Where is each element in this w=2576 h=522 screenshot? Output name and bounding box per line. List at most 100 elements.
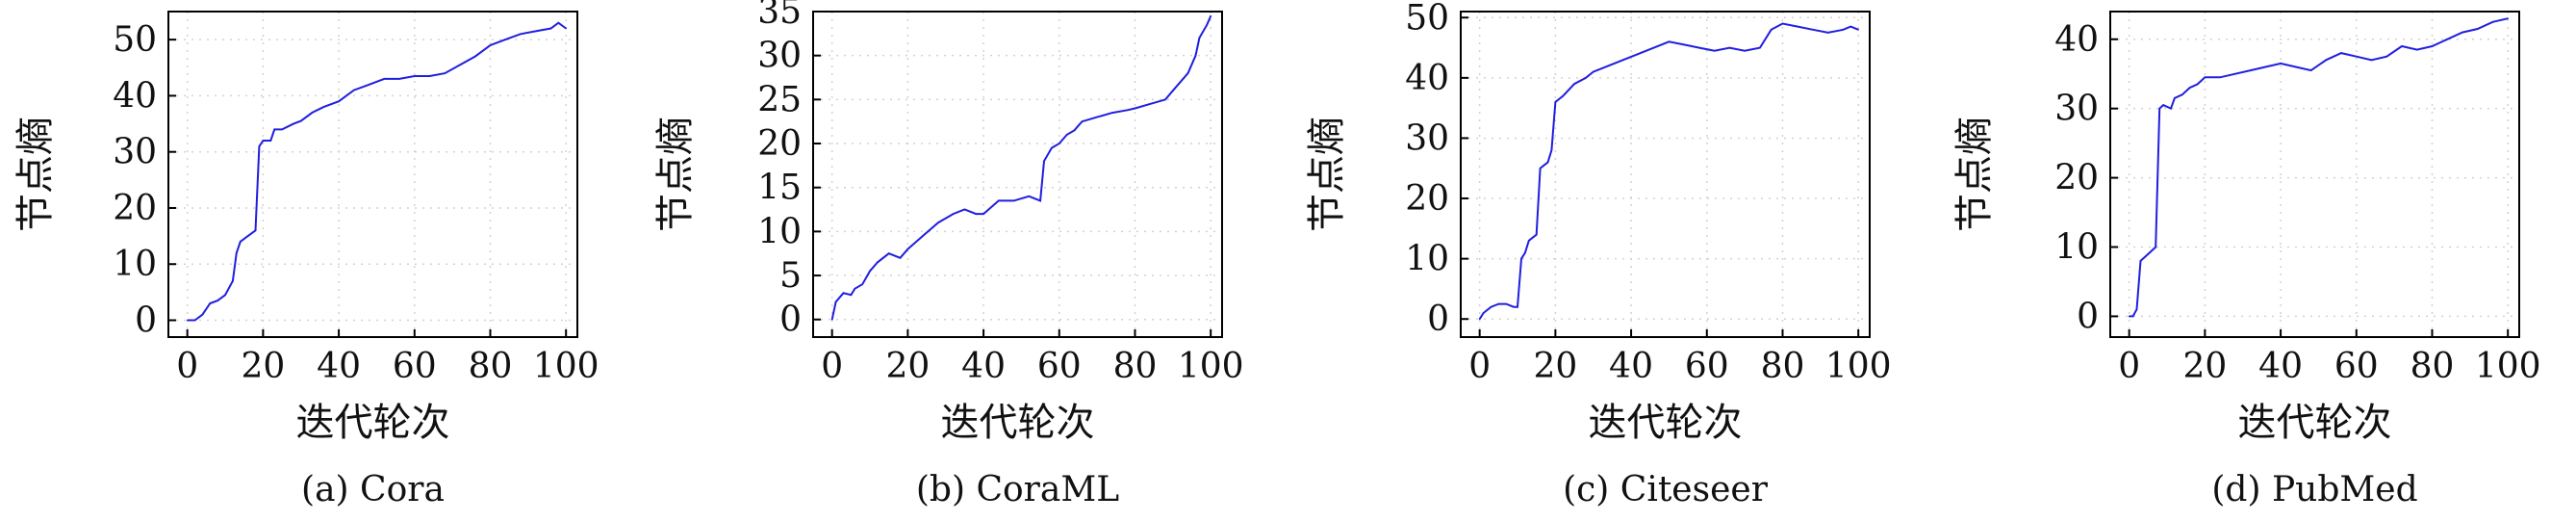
data-point: [830, 318, 833, 321]
x-tick-label: 40: [2258, 347, 2303, 386]
x-tick-label: 40: [961, 347, 1006, 386]
x-tick-label: 20: [2182, 347, 2227, 386]
y-tick-label: 10: [757, 212, 802, 251]
data-point: [2128, 315, 2130, 318]
subfigure-caption: (b) CoraML: [916, 470, 1119, 509]
data-point: [2264, 65, 2267, 68]
data-point: [2158, 107, 2160, 110]
data-point: [2370, 59, 2373, 62]
y-tick-label: 0: [779, 300, 802, 340]
data-point: [2325, 59, 2328, 62]
data-point: [1111, 112, 1113, 114]
data-point: [899, 256, 902, 259]
data-point: [1186, 72, 1189, 74]
y-tick-label: 0: [135, 301, 157, 341]
data-point: [224, 294, 226, 297]
data-point: [998, 199, 1000, 202]
data-point: [1096, 116, 1098, 118]
x-tick-label: 40: [1609, 347, 1653, 386]
data-point: [254, 229, 257, 232]
data-point: [1490, 305, 1492, 308]
x-tick-label: 100: [2475, 347, 2541, 386]
data-point: [1826, 32, 1829, 34]
data-point: [2131, 315, 2134, 318]
data-point: [293, 122, 294, 125]
subfigure-caption: (a) Cora: [301, 470, 445, 509]
data-point: [1012, 199, 1015, 202]
x-axis-label: 迭代轮次: [941, 401, 1095, 445]
data-point: [1528, 240, 1530, 242]
y-tick-label: 10: [2054, 228, 2099, 268]
data-point: [444, 72, 446, 74]
data-point: [398, 78, 400, 80]
data-point: [1043, 160, 1045, 163]
data-point: [1081, 120, 1084, 122]
data-point: [557, 21, 560, 24]
data-point: [2162, 104, 2164, 106]
y-axis-label: 节点熵: [653, 117, 698, 232]
data-point: [2174, 97, 2176, 99]
data-point: [459, 64, 461, 66]
data-point: [2476, 28, 2479, 30]
series-line: [187, 21, 567, 322]
x-axis-label: 迭代轮次: [2238, 401, 2392, 445]
data-point: [1683, 43, 1685, 46]
x-tick-label: 60: [2334, 347, 2379, 386]
y-axis-label: 节点熵: [1952, 117, 1997, 232]
chart-panel-a: 0 20 40 60 80 100 0 10 20 30 40 50 迭代轮次 节点熵 (a) Cora: [13, 11, 599, 509]
data-point: [232, 279, 234, 282]
data-point: [1554, 101, 1557, 103]
y-tick-label: 40: [113, 76, 157, 116]
y-axis-label: 节点熵: [13, 117, 58, 232]
data-point: [1698, 46, 1700, 49]
data-point: [1797, 25, 1799, 28]
data-point: [520, 33, 522, 36]
x-axis-label: 迭代轮次: [1589, 401, 1743, 445]
data-point: [1585, 77, 1587, 79]
data-point: [1028, 196, 1031, 197]
y-tick-label: 15: [757, 169, 802, 208]
data-point: [217, 300, 218, 301]
data-point: [2135, 308, 2138, 311]
data-point: [504, 39, 507, 40]
x-tick-label: 60: [393, 347, 437, 386]
data-point: [1520, 257, 1522, 260]
data-point: [1535, 233, 1538, 236]
data-point: [1073, 129, 1076, 132]
data-point: [869, 270, 871, 273]
data-point: [1713, 49, 1716, 52]
data-point: [1210, 14, 1211, 17]
y-tick-label: 30: [757, 37, 802, 76]
data-point: [2446, 38, 2449, 40]
data-point: [2355, 55, 2358, 58]
data-point: [1849, 25, 1852, 28]
data-point: [1744, 49, 1746, 52]
data-point: [975, 213, 978, 215]
data-point: [1562, 94, 1565, 97]
data-point: [2204, 76, 2206, 79]
data-point: [2139, 260, 2142, 262]
y-tick-label: 20: [113, 189, 157, 228]
data-point: [1531, 236, 1534, 239]
x-axis-label: 迭代轮次: [296, 401, 450, 445]
data-point: [1497, 302, 1500, 305]
series-line: [830, 15, 1212, 320]
data-point: [1198, 37, 1201, 39]
data-point: [193, 319, 196, 322]
data-point: [877, 261, 879, 264]
x-tick-label: 20: [885, 347, 930, 386]
data-point: [1482, 312, 1485, 314]
data-point: [1149, 103, 1152, 105]
data-point: [2181, 93, 2183, 96]
data-point: [236, 251, 238, 254]
data-point: [1781, 22, 1784, 25]
data-point: [2491, 20, 2494, 23]
data-point: [922, 235, 924, 237]
data-point: [1546, 161, 1549, 164]
data-point: [1622, 59, 1625, 61]
data-point: [2309, 69, 2312, 71]
data-point: [299, 119, 302, 122]
series-line: [2129, 17, 2509, 318]
